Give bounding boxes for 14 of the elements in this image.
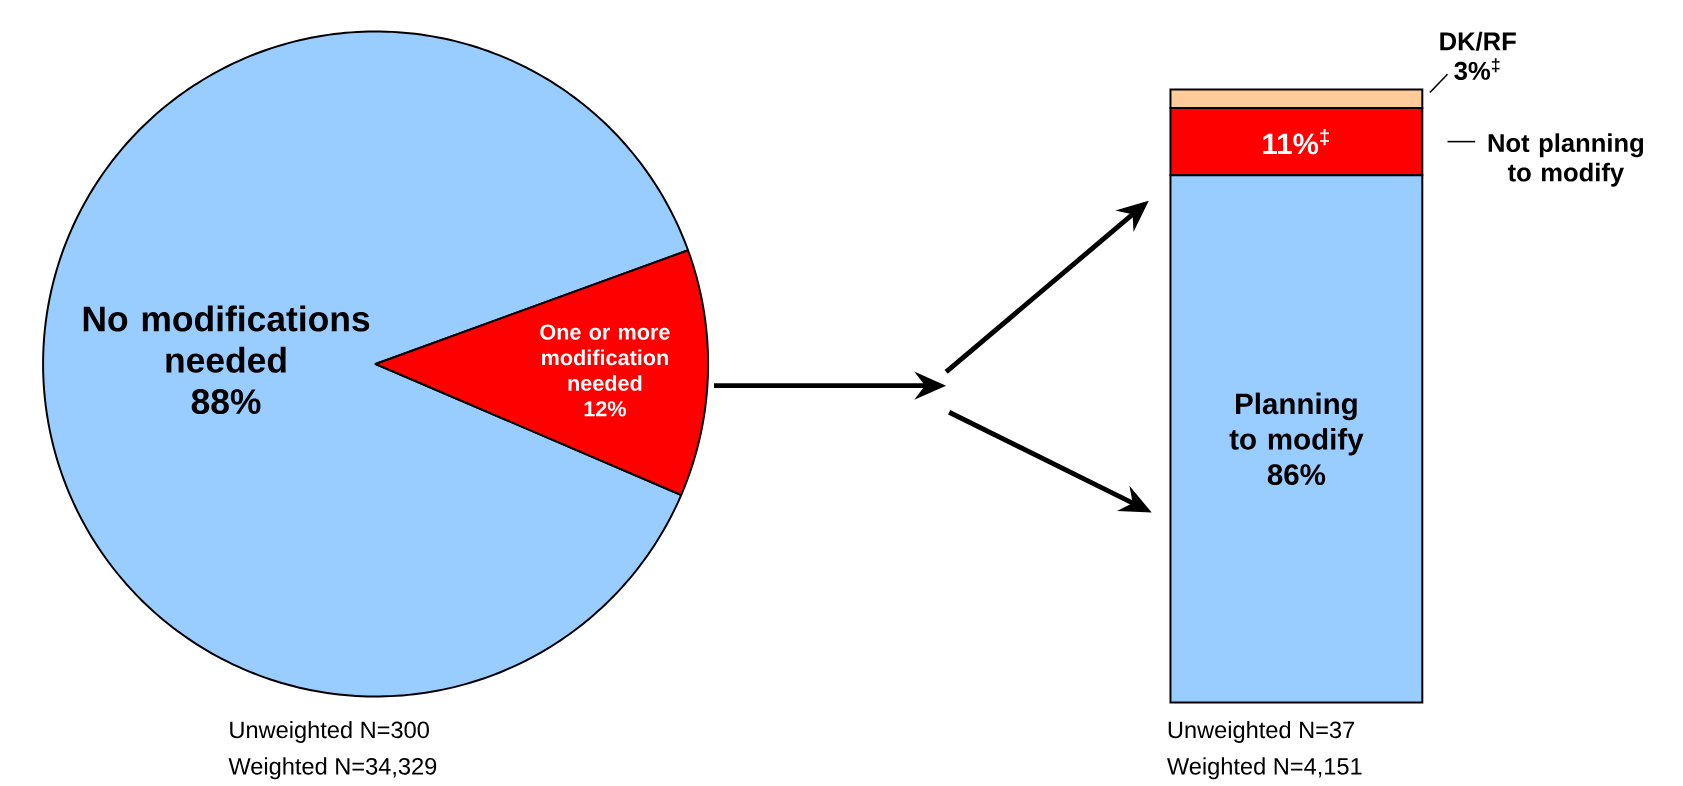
series-label: Planning to modify bbox=[1229, 392, 1364, 456]
data-label: 3%$^{‡}$ bbox=[1454, 58, 1500, 80]
data-label: 12% bbox=[584, 401, 627, 417]
text: Weighted N=34,329 bbox=[228, 757, 437, 780]
text: Unweighted N=300 bbox=[230, 720, 429, 743]
slice-label: No modifications needed bbox=[83, 305, 370, 373]
data-label: 11%$^{‡}$ bbox=[1263, 128, 1329, 155]
slice-label: One or more modification needed bbox=[540, 324, 670, 391]
legend-label: Not planning to modify bbox=[1488, 133, 1644, 187]
series-label: DK/RF bbox=[1440, 31, 1516, 51]
data-label: 86% bbox=[1267, 464, 1326, 486]
text: Weighted N=4,151 bbox=[1167, 757, 1362, 780]
text: Unweighted N=37 bbox=[1168, 720, 1355, 743]
data-label: 88% bbox=[191, 389, 261, 415]
